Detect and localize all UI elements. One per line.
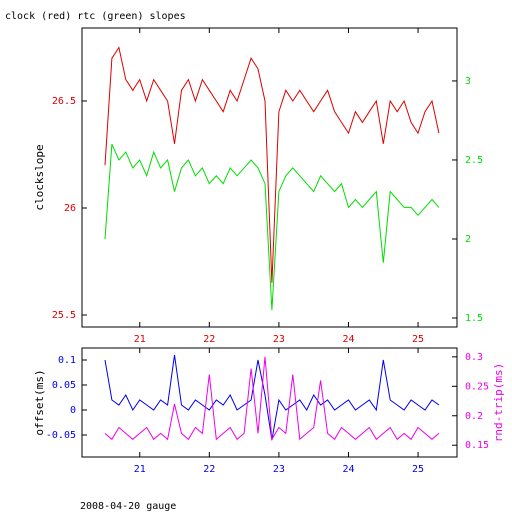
y-axis-label: offset(ms) xyxy=(33,369,46,435)
x-tick-label: 21 xyxy=(134,334,146,345)
x-tick-label: 23 xyxy=(273,334,285,345)
y2-tick-label: 3 xyxy=(465,76,471,87)
plot-frame xyxy=(81,27,458,328)
x-tick-label: 23 xyxy=(273,464,285,475)
y-tick-label: 25.5 xyxy=(52,310,76,321)
chart-title: clock (red) rtc (green) slopes xyxy=(5,11,186,22)
y-tick-label: 0 xyxy=(70,405,76,416)
y-tick-label: 26 xyxy=(64,203,76,214)
y2-tick-label: 2.5 xyxy=(465,155,483,166)
y2-tick-label: 0.2 xyxy=(465,411,483,422)
x-tick-label: 24 xyxy=(342,334,354,345)
y2-tick-label: 0.25 xyxy=(465,381,489,392)
series-line xyxy=(104,46,440,283)
x-tick-label: 22 xyxy=(203,464,215,475)
x-tick-label: 22 xyxy=(203,334,215,345)
series-line xyxy=(104,356,440,441)
footer: 2008-04-20 gauge xyxy=(80,501,176,512)
plot-frame xyxy=(81,347,458,458)
x-tick-label: 21 xyxy=(134,464,146,475)
y2-tick-label: 2 xyxy=(465,234,471,245)
y2-tick-label: 0.3 xyxy=(465,352,483,363)
series-line xyxy=(104,143,440,311)
x-tick-label: 25 xyxy=(412,464,424,475)
y2-axis-label: rnd-trip(ms) xyxy=(492,363,505,442)
x-tick-label: 24 xyxy=(342,464,354,475)
series-line xyxy=(104,354,440,441)
y-axis-label: clockslope xyxy=(33,144,46,210)
y-tick-label: 0.05 xyxy=(52,380,76,391)
y-tick-label: 0.1 xyxy=(58,355,76,366)
y2-tick-label: 0.15 xyxy=(465,440,489,451)
x-tick-label: 25 xyxy=(412,334,424,345)
y-tick-label: -0.05 xyxy=(46,430,76,441)
y2-tick-label: 1.5 xyxy=(465,313,483,324)
y-tick-label: 26.5 xyxy=(52,96,76,107)
